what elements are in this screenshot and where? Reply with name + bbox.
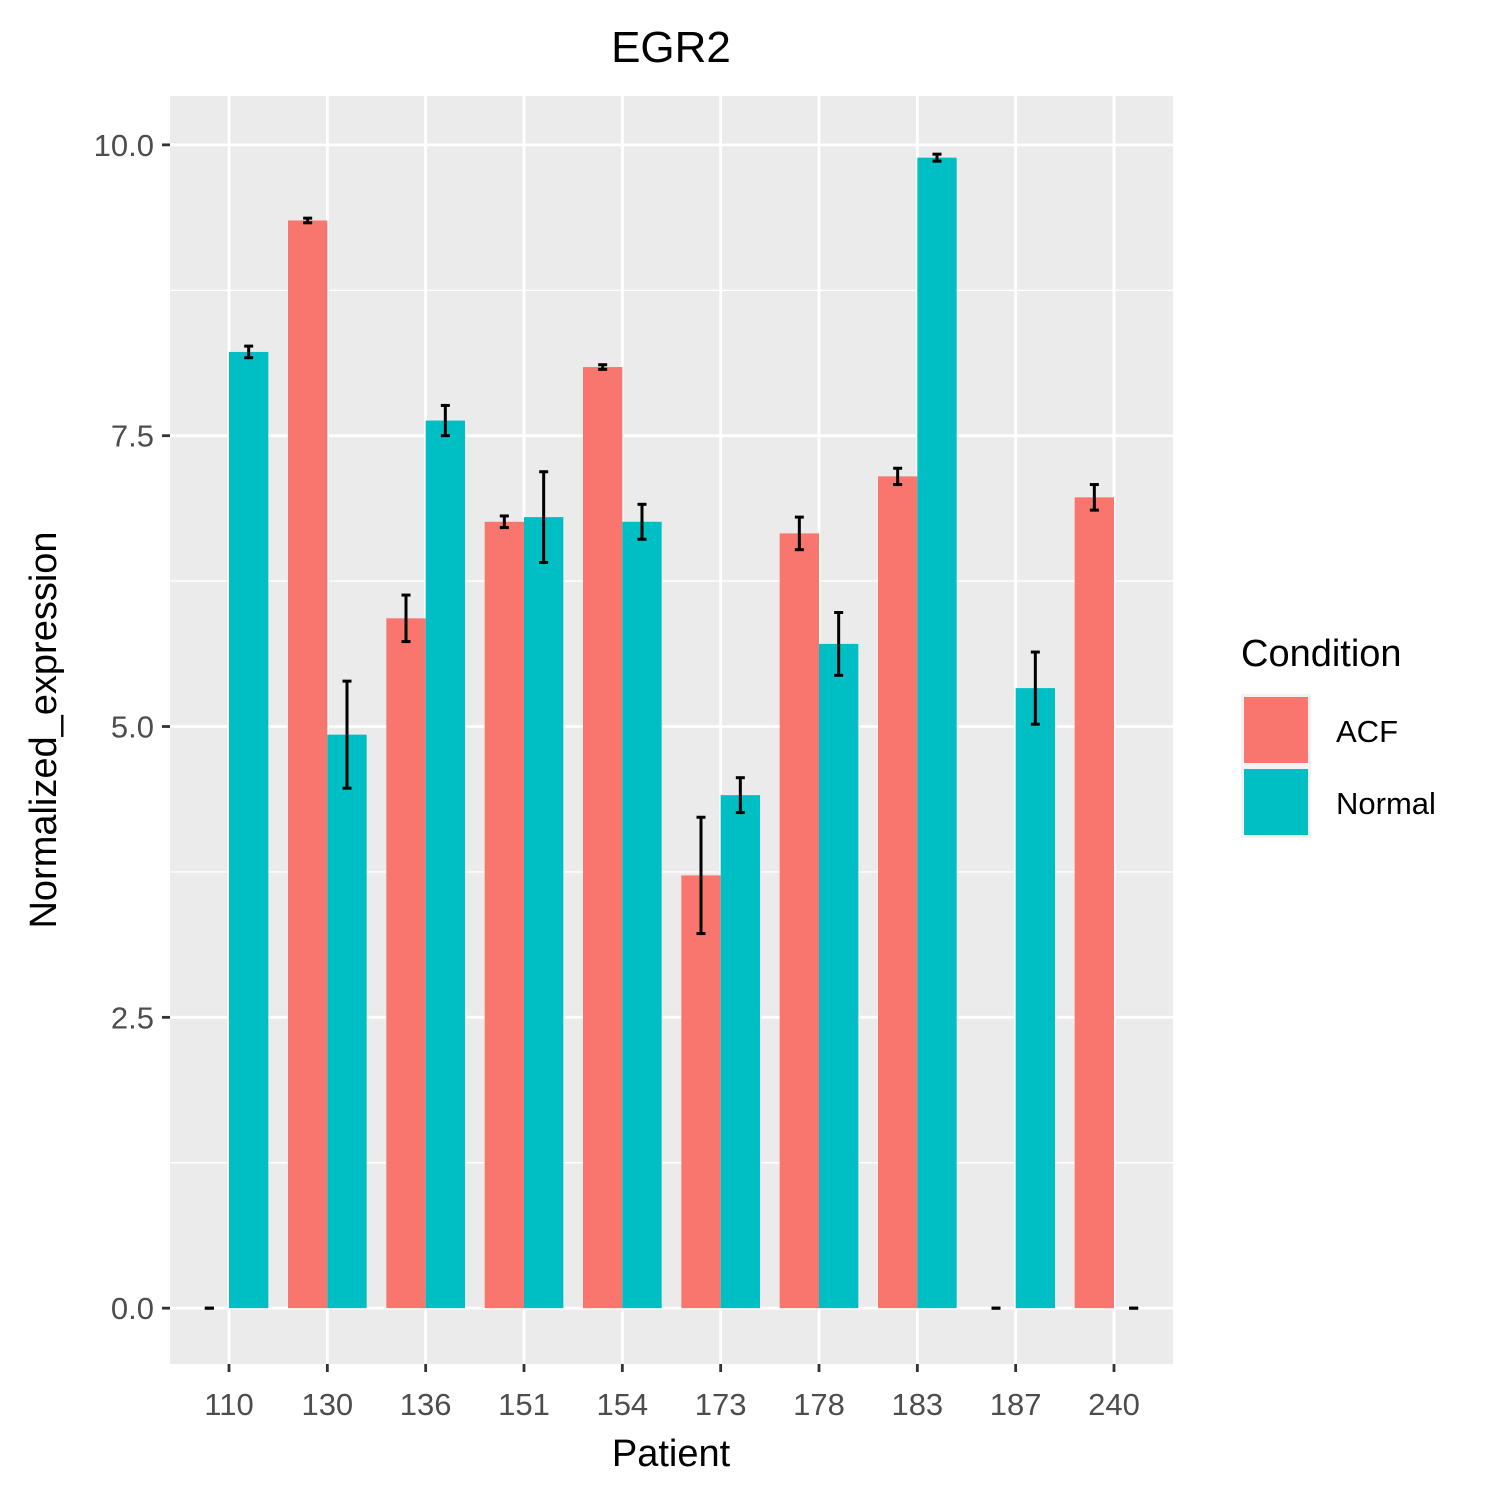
error-bar-normal-110 (244, 344, 254, 360)
legend-key-swatch (1244, 769, 1308, 835)
x-tick-label: 154 (596, 1387, 648, 1422)
bar-normal-130 (327, 734, 367, 1309)
x-tick-label: 178 (793, 1387, 845, 1422)
error-bars (204, 152, 1139, 1310)
legend-title: Condition (1241, 633, 1402, 675)
bar-acf-151 (484, 521, 524, 1309)
error-bar-normal-183 (932, 152, 942, 163)
error-bar-normal-154 (637, 502, 647, 541)
x-tick-label: 183 (891, 1387, 943, 1422)
y-tick-label: 5.0 (111, 710, 154, 745)
x-tick-label: 187 (990, 1387, 1042, 1422)
x-tick-label: 136 (400, 1387, 452, 1422)
x-tick-label: 240 (1088, 1387, 1140, 1422)
y-tick-label: 2.5 (111, 1000, 154, 1035)
error-bar-acf-178 (794, 515, 804, 552)
bars (229, 157, 1114, 1309)
bar-normal-183 (917, 157, 957, 1309)
bar-normal-187 (1015, 688, 1055, 1309)
y-tick-label: 0.0 (111, 1291, 154, 1326)
legend-item-acf: ACF (1241, 694, 1398, 766)
error-bar-acf-130 (303, 216, 313, 225)
legend-label: Normal (1336, 786, 1436, 821)
x-axis-title: Patient (612, 1433, 731, 1475)
bar-acf-183 (878, 476, 918, 1309)
bar-acf-136 (386, 618, 426, 1309)
error-bar-normal-187 (1030, 650, 1040, 726)
x-tick-label: 173 (695, 1387, 747, 1422)
error-bar-acf-154 (598, 363, 608, 371)
bar-normal-136 (425, 420, 465, 1309)
error-bar-acf-173 (696, 815, 706, 936)
bar-acf-178 (779, 533, 819, 1309)
error-bar-acf-136 (401, 593, 411, 644)
error-bar-normal-136 (440, 403, 450, 438)
bar-acf-130 (288, 220, 328, 1309)
bar-acf-240 (1074, 497, 1114, 1309)
bar-normal-151 (524, 517, 564, 1309)
chart-title: EGR2 (611, 23, 731, 72)
x-tick-label: 151 (498, 1387, 550, 1422)
error-bar-normal-151 (539, 470, 549, 564)
legend-item-normal: Normal (1241, 766, 1436, 838)
legend-label: ACF (1336, 714, 1398, 749)
error-bar-normal-130 (342, 679, 352, 790)
bar-normal-178 (819, 643, 859, 1309)
x-tick-label: 110 (204, 1387, 253, 1422)
bar-acf-173 (681, 875, 721, 1309)
error-bar-normal-173 (735, 776, 745, 815)
bar-normal-154 (622, 521, 662, 1309)
y-tick-label: 7.5 (111, 419, 154, 454)
bar-normal-173 (720, 795, 760, 1309)
bar-normal-110 (229, 351, 269, 1309)
y-axis-title: Normalized_expression (23, 531, 65, 928)
x-tick-label: 130 (301, 1387, 353, 1422)
error-bar-acf-151 (499, 514, 509, 530)
y-tick-label: 10.0 (94, 128, 154, 163)
y-axis: 0.0 2.5 5.0 7.5 10.0 (94, 128, 170, 1326)
error-bar-normal-178 (834, 611, 844, 677)
legend-key-swatch (1244, 697, 1308, 763)
x-axis: 110 130 136 151 154 173 178 183 187 240 (204, 1364, 1140, 1422)
legend: Condition ACF Normal (1241, 633, 1436, 838)
error-bar-acf-183 (893, 466, 903, 487)
error-bar-acf-240 (1089, 483, 1099, 512)
bar-acf-154 (583, 367, 623, 1309)
